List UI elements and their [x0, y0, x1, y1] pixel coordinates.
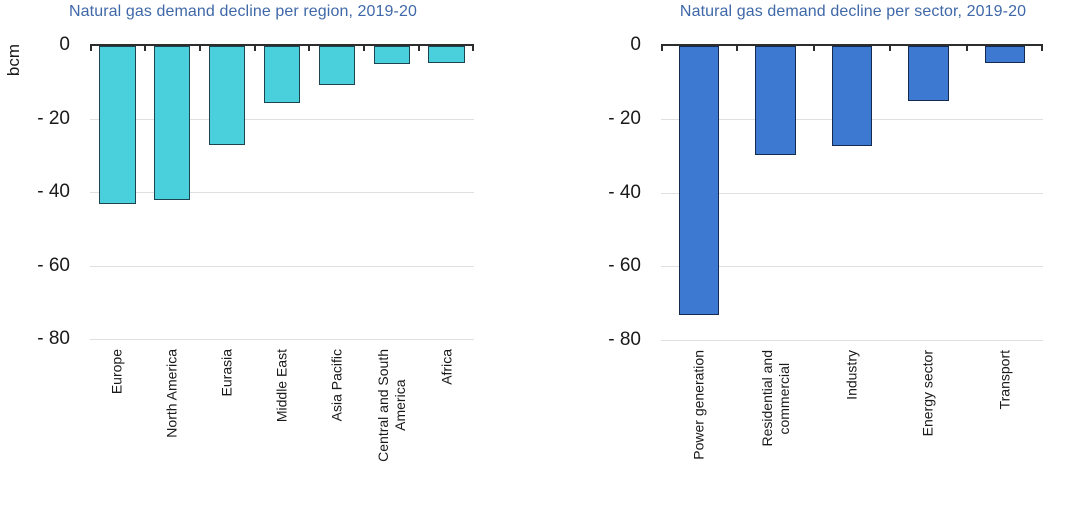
chart-title: Natural gas demand decline per region, 2… — [69, 3, 417, 20]
x-axis-labels: Power generation Residential and commerci… — [661, 350, 1043, 528]
y-tick-label: - 40 — [608, 181, 641, 203]
y-tick-label: - 20 — [37, 107, 70, 129]
bar — [678, 46, 720, 316]
x-category-label: Middle East — [273, 349, 290, 423]
y-tick-label: - 80 — [37, 328, 70, 349]
gridline — [90, 192, 474, 193]
bar — [154, 46, 191, 201]
x-category-slot: Asia Pacific — [309, 349, 364, 527]
x-category-label: Transport — [996, 350, 1013, 410]
x-category-label: Europe — [108, 349, 125, 395]
x-category-label: Africa — [438, 349, 455, 385]
chart-sector: Natural gas demand decline per sector, 2… — [540, 0, 1080, 528]
x-category-slot: Energy sector — [890, 350, 966, 528]
x-category-slot: Africa — [419, 349, 474, 527]
axis-tick — [965, 46, 968, 51]
axis-tick — [736, 46, 739, 51]
gridline — [90, 265, 474, 267]
x-category-slot: Middle East — [255, 349, 310, 527]
axis-tick — [812, 46, 815, 51]
axis-tick — [198, 46, 201, 51]
x-category-slot: Power generation — [661, 350, 737, 528]
y-tick-label: - 80 — [608, 329, 641, 350]
axis-tick — [143, 46, 146, 51]
plot-area — [661, 44, 1043, 341]
x-category-label: Residential and commercial — [758, 350, 792, 447]
axis-tick — [90, 46, 92, 51]
x-category-slot: Central and South America — [364, 349, 419, 527]
plot-area — [90, 44, 474, 340]
chart-title: Natural gas demand decline per sector, 2… — [679, 3, 1027, 20]
x-category-label: North America — [163, 349, 180, 438]
x-category-slot: North America — [145, 349, 200, 527]
y-tick-label: - 60 — [608, 255, 641, 277]
bar — [831, 46, 873, 146]
axis-tick — [418, 46, 421, 51]
bar — [984, 46, 1026, 63]
x-category-label: Industry — [843, 350, 860, 400]
y-tick-label: - 20 — [608, 107, 641, 129]
y-tick-label: 0 — [630, 34, 641, 55]
axis-tick — [1041, 46, 1043, 51]
x-category-slot: Industry — [814, 350, 890, 528]
y-tick-label: - 60 — [37, 254, 70, 276]
bar — [263, 46, 301, 103]
y-axis: 0 - 20 - 40 - 60 - 80 — [0, 34, 76, 349]
x-axis-labels: Europe North America Eurasia Middle East Asi… — [90, 349, 474, 527]
axis-tick — [363, 46, 366, 51]
x-category-slot: Transport — [967, 350, 1043, 528]
x-category-label: Power generation — [690, 350, 707, 460]
x-category-label: Asia Pacific — [328, 349, 345, 422]
bar — [755, 46, 796, 155]
x-category-label: Central and South America — [374, 349, 408, 462]
x-category-label: Eurasia — [218, 349, 235, 397]
x-category-slot: Residential and commercial — [737, 350, 813, 528]
axis-tick — [253, 46, 256, 51]
gridline — [661, 192, 1043, 194]
x-category-label: Energy sector — [919, 350, 936, 437]
y-tick-label: - 40 — [37, 181, 70, 202]
bar — [908, 46, 949, 102]
bar — [373, 46, 410, 65]
bar — [428, 46, 465, 63]
axis-tick — [472, 46, 474, 51]
x-category-slot: Eurasia — [200, 349, 255, 527]
axis-tick — [889, 46, 892, 51]
gridline — [90, 339, 474, 340]
axis-tick — [308, 46, 311, 51]
bar — [318, 46, 355, 85]
bar — [99, 46, 136, 205]
gridline — [661, 340, 1043, 341]
axis-tick — [661, 46, 663, 51]
gridline — [661, 266, 1043, 268]
x-category-slot: Europe — [90, 349, 145, 527]
gridline — [90, 118, 474, 120]
y-tick-label: 0 — [59, 34, 70, 55]
chart-region: Natural gas demand decline per region, 2… — [0, 3, 474, 527]
y-axis: 0 - 20 - 40 - 60 - 80 — [540, 34, 647, 350]
bar — [209, 46, 246, 146]
